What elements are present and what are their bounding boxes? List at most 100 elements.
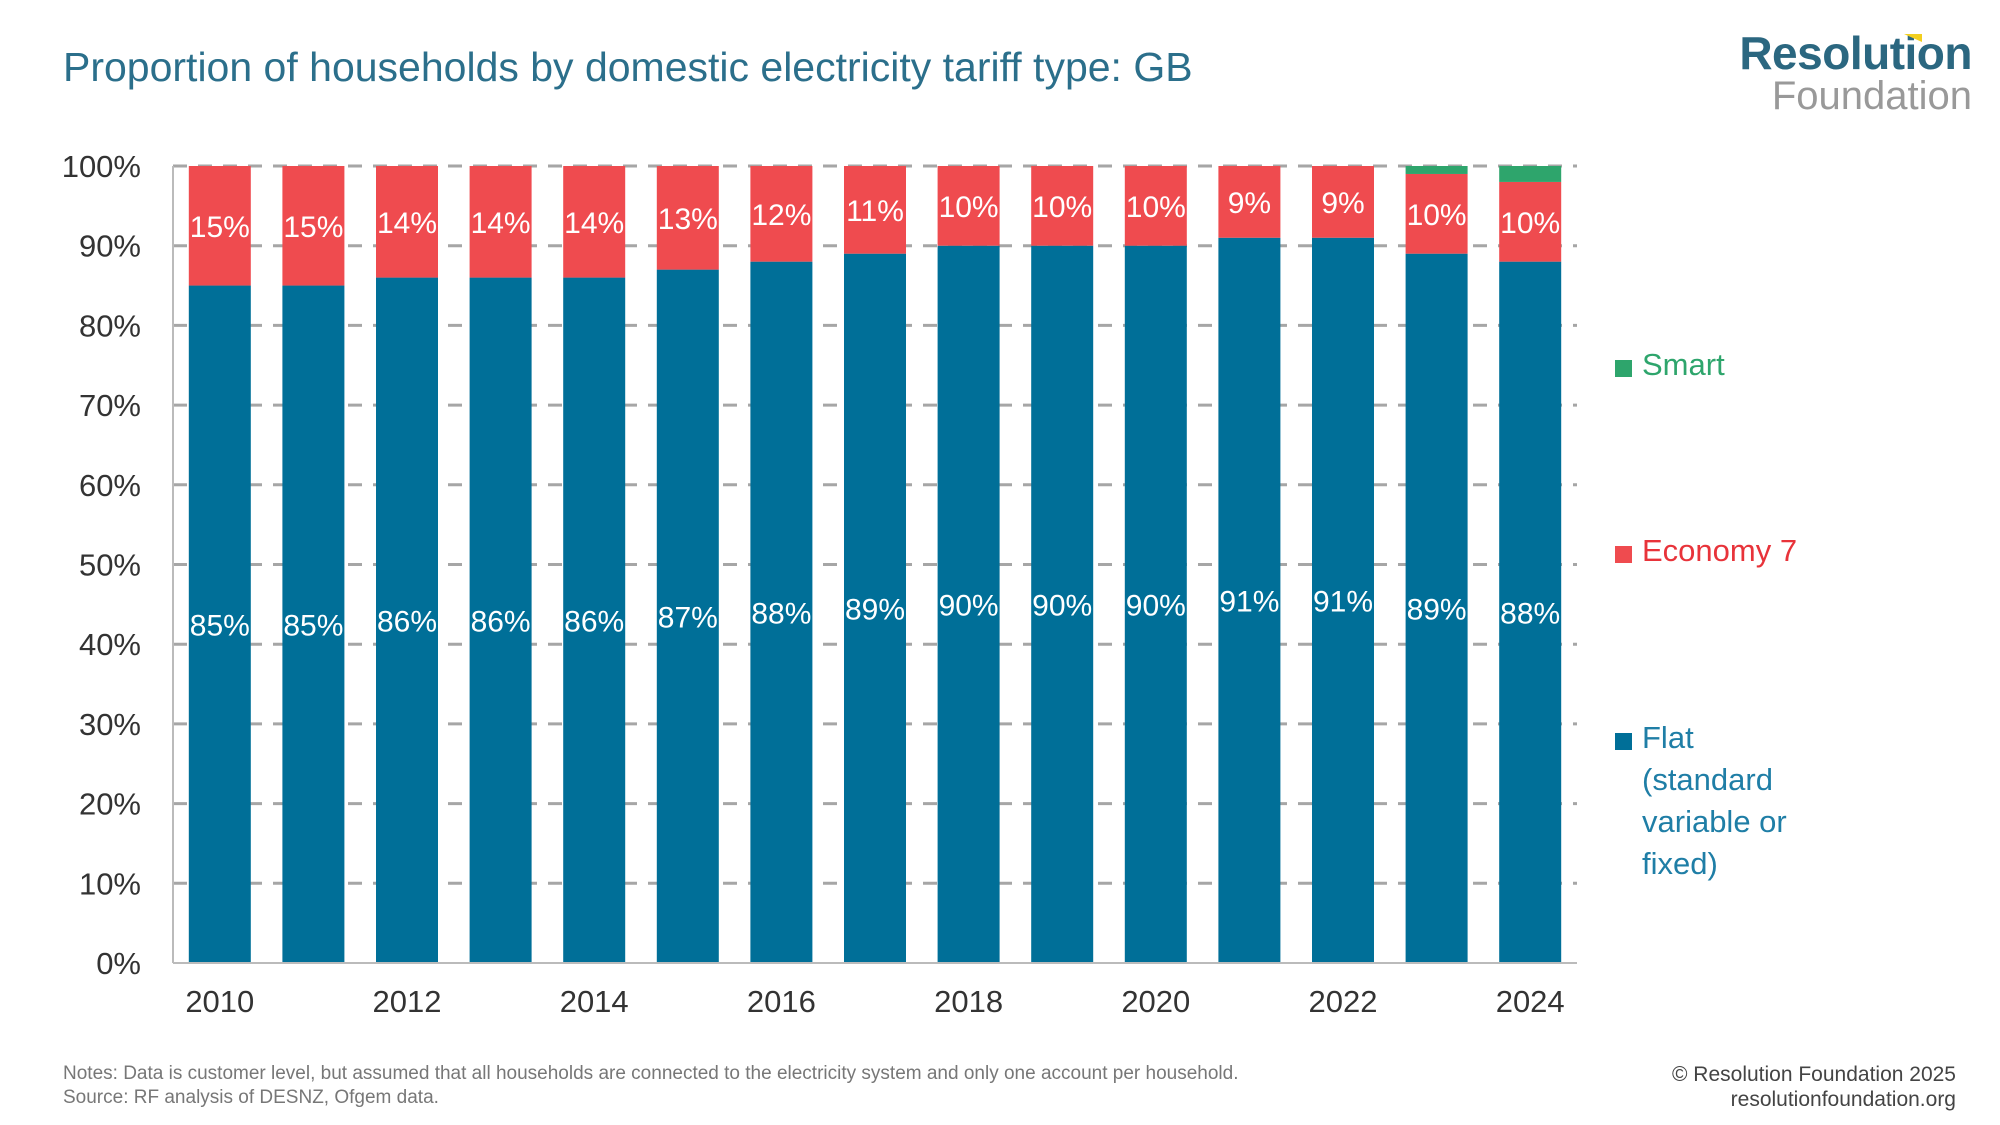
bar-segment-economy7 <box>1499 181 1562 262</box>
data-label: 88% <box>1500 597 1560 630</box>
data-label: 14% <box>564 207 624 240</box>
y-tick-label: 20% <box>79 787 141 822</box>
bar-segment-flat <box>376 277 438 964</box>
y-tick-label: 50% <box>79 548 141 583</box>
data-label: 86% <box>471 605 531 638</box>
data-label: 9% <box>1321 187 1364 220</box>
bar-segment-flat <box>1405 253 1468 964</box>
bar-segment-flat <box>469 277 532 964</box>
bar-segment-flat <box>750 261 813 963</box>
bar-segment-economy7 <box>1124 166 1187 246</box>
bar-segment-economy7 <box>1312 166 1374 238</box>
bar-segment-flat <box>1499 261 1562 963</box>
legend-item-economy7: Economy 7 <box>1615 530 1815 572</box>
resolution-foundation-logo: Resolution Foundation <box>1739 30 1972 116</box>
data-label: 15% <box>190 211 250 244</box>
bar-segment-economy7 <box>750 166 813 262</box>
bar-segment-flat <box>1124 245 1187 963</box>
y-tick-label: 0% <box>96 946 141 981</box>
legend-label-economy7: Economy 7 <box>1642 533 1798 568</box>
bar-segment-economy7 <box>376 166 438 278</box>
bar-segment-economy7 <box>282 166 345 286</box>
data-label: 9% <box>1228 187 1271 220</box>
data-label: 89% <box>1407 593 1467 626</box>
y-tick-label: 30% <box>79 707 141 742</box>
y-tick-label: 90% <box>79 229 141 264</box>
data-label: 90% <box>1032 589 1092 622</box>
data-label: 91% <box>1313 585 1373 618</box>
bar-segment-flat <box>1312 237 1374 964</box>
y-tick-label: 60% <box>79 468 141 503</box>
bar-segment-economy7 <box>937 166 1000 246</box>
data-label: 15% <box>283 211 343 244</box>
data-label: 86% <box>564 605 624 638</box>
legend-item-smart: Smart <box>1615 344 1815 386</box>
data-label: 10% <box>1407 199 1467 232</box>
bar-segment-economy7 <box>188 166 251 286</box>
logo-line-2: Foundation <box>1771 74 1972 118</box>
data-label: 85% <box>283 609 343 642</box>
logo-flag-icon <box>1904 34 1922 42</box>
chart-title: Proportion of households by domestic ele… <box>63 44 1193 90</box>
bar-segment-flat <box>937 245 1000 963</box>
legend-label-smart: Smart <box>1642 347 1725 382</box>
data-label: 14% <box>471 207 531 240</box>
legend-swatch-smart <box>1615 360 1632 377</box>
bar-segment-economy7 <box>563 166 626 278</box>
x-tick-label: 2020 <box>1121 984 1190 1019</box>
data-label: 86% <box>377 605 437 638</box>
y-tick-label: 80% <box>79 308 141 343</box>
bar-segment-economy7 <box>1218 166 1281 238</box>
bar-segment-smart <box>1499 166 1562 182</box>
y-tick-label: 10% <box>79 866 141 901</box>
data-label: 10% <box>1126 191 1186 224</box>
data-label: 88% <box>751 597 811 630</box>
bar-segment-flat <box>188 285 251 963</box>
data-label: 10% <box>1032 191 1092 224</box>
legend-item-flat: Flat (standard variable or fixed) <box>1615 717 1815 885</box>
legend-swatch-economy7 <box>1615 546 1632 563</box>
website-link[interactable]: resolutionfoundation.org <box>1730 1088 1956 1111</box>
bar-segment-economy7 <box>656 166 719 270</box>
notes-text: Notes: Data is customer level, but assum… <box>63 1063 1239 1084</box>
data-label: 87% <box>658 601 718 634</box>
data-label: 13% <box>658 203 718 236</box>
data-label: 10% <box>939 191 999 224</box>
x-tick-label: 2018 <box>934 984 1003 1019</box>
data-label: 89% <box>845 593 905 626</box>
legend-label-flat: Flat (standard variable or fixed) <box>1642 720 1787 881</box>
x-tick-label: 2024 <box>1496 984 1565 1019</box>
x-tick-label: 2010 <box>185 984 254 1019</box>
data-label: 90% <box>1126 589 1186 622</box>
footer-notes: Notes: Data is customer level, but assum… <box>63 1062 1239 1110</box>
y-tick-label: 100% <box>62 149 141 184</box>
x-tick-label: 2012 <box>373 984 442 1019</box>
x-tick-label: 2014 <box>560 984 629 1019</box>
data-label: 85% <box>190 609 250 642</box>
bar-segment-economy7 <box>844 166 906 254</box>
bar-segment-economy7 <box>1031 166 1094 246</box>
x-tick-label: 2022 <box>1309 984 1378 1019</box>
footer-credit: © Resolution Foundation 2025 resolutionf… <box>1672 1062 1956 1112</box>
data-label: 14% <box>377 207 437 240</box>
copyright-text: © Resolution Foundation 2025 <box>1671 1063 1956 1086</box>
bar-segment-flat <box>282 285 345 963</box>
legend-swatch-flat <box>1615 733 1632 750</box>
y-tick-label: 70% <box>79 388 141 423</box>
bar-segment-flat <box>656 269 719 963</box>
bar-segment-flat <box>563 277 626 964</box>
x-tick-label: 2016 <box>747 984 816 1019</box>
source-text: Source: RF analysis of DESNZ, Ofgem data… <box>63 1087 439 1108</box>
data-label: 91% <box>1219 585 1279 618</box>
data-label: 12% <box>751 199 811 232</box>
logo-line-1: Resolution <box>1739 27 1972 79</box>
bar-segment-flat <box>1218 237 1281 964</box>
data-label: 90% <box>939 589 999 622</box>
data-label: 11% <box>846 195 904 228</box>
bar-segment-flat <box>844 253 906 964</box>
y-tick-label: 40% <box>79 627 141 662</box>
data-label: 10% <box>1500 207 1560 240</box>
bar-segment-flat <box>1031 245 1094 963</box>
bar-segment-economy7 <box>1405 173 1468 254</box>
